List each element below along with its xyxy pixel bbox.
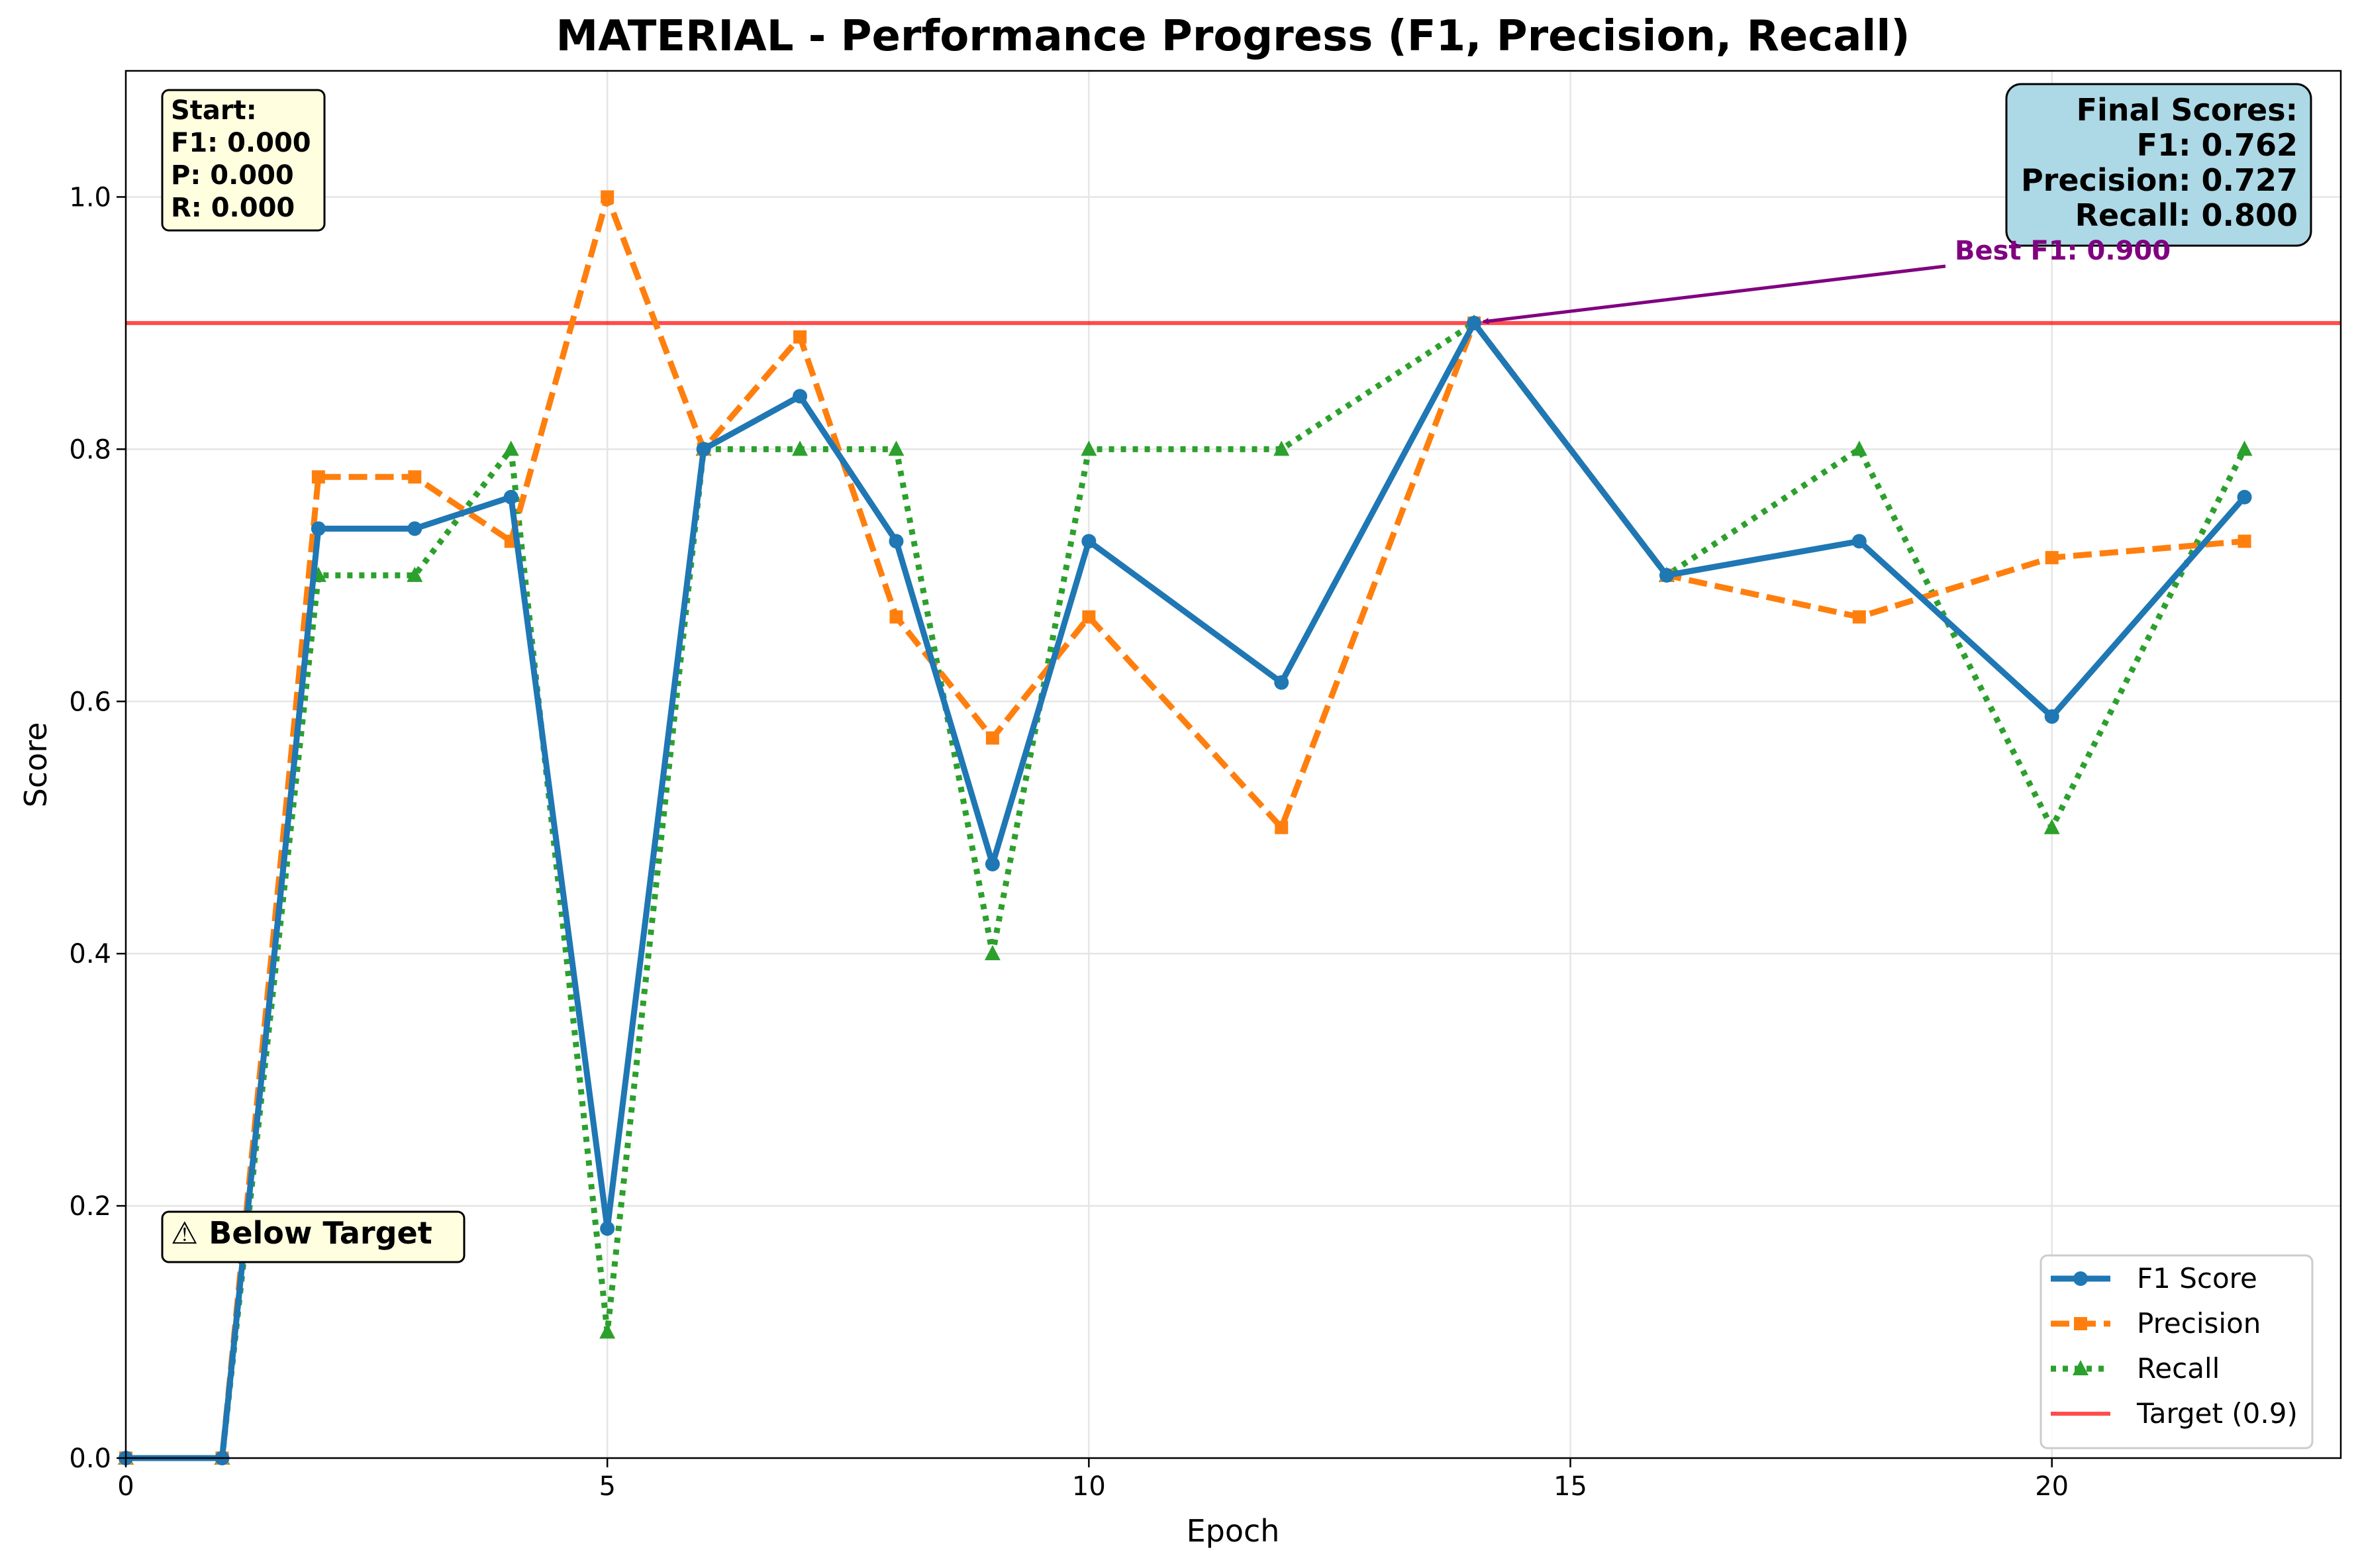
f1-score-point — [2237, 489, 2252, 505]
f1-score-point — [1851, 534, 1867, 549]
status-text: ⚠ Below Target — [171, 1215, 432, 1251]
legend-label: F1 Score — [2137, 1262, 2257, 1295]
final-box-line: Precision: 0.727 — [2021, 162, 2298, 198]
y-tick-label: 0.4 — [69, 939, 111, 969]
precision-point — [311, 470, 325, 484]
f1-score-point — [889, 534, 904, 549]
f1-score-point — [1081, 534, 1097, 549]
recall-series — [118, 314, 2253, 1465]
precision-point — [1852, 610, 1866, 624]
y-tick-label: 0.2 — [69, 1191, 111, 1222]
f1-score-point — [503, 489, 518, 505]
recall-point — [1273, 440, 1290, 456]
chart-title: MATERIAL - Performance Progress (F1, Pre… — [556, 12, 1910, 61]
start-box-line: Start: — [171, 95, 257, 126]
x-tick-label: 0 — [117, 1471, 134, 1502]
x-tick-label: 20 — [2035, 1471, 2069, 1502]
x-tick-label: 5 — [599, 1471, 615, 1502]
f1-score-point — [985, 856, 1000, 871]
x-axis-label: Epoch — [1187, 1513, 1280, 1549]
legend-background — [2040, 1254, 2314, 1449]
recall-point — [1081, 440, 1097, 456]
final-box-background — [2005, 83, 2312, 247]
precision-point — [793, 330, 807, 344]
y-axis-label: Score — [18, 722, 54, 808]
precision-point — [2237, 534, 2251, 548]
recall-point — [407, 566, 423, 582]
y-tick-label: 0.6 — [69, 687, 111, 717]
start-box-line: R: 0.000 — [171, 193, 295, 223]
precision-point — [889, 610, 903, 624]
legend-marker — [2073, 1271, 2088, 1286]
precision-point — [601, 190, 615, 204]
precision-point — [408, 470, 422, 484]
x-tick-label: 10 — [1072, 1471, 1106, 1502]
f1-score-series — [119, 315, 2252, 1465]
x-tick-label: 15 — [1553, 1471, 1587, 1502]
final-scores-box: Final Scores: F1: 0.762 Precision: 0.727… — [2005, 83, 2312, 247]
f1-score-point — [311, 521, 326, 536]
series-layer — [118, 190, 2253, 1465]
y-tick-label: 1.0 — [69, 182, 111, 213]
precision-point — [2045, 551, 2059, 565]
start-box-line: F1: 0.000 — [171, 128, 311, 158]
y-tick-label: 0.8 — [69, 434, 111, 465]
recall-point — [599, 1323, 616, 1339]
status-box: ⚠ Below Target — [161, 1210, 466, 1263]
final-box-line: F1: 0.762 — [2137, 127, 2298, 163]
best-f1-label: Best F1: 0.900 — [1955, 236, 2171, 266]
f1-score-point — [1274, 675, 1289, 690]
f1-score-line — [126, 320, 2247, 1461]
precision-point — [985, 731, 999, 745]
best-f1-annotation: Best F1: 0.900 — [1482, 236, 2171, 324]
precision-point — [1082, 610, 1096, 624]
f1-score-point — [1467, 315, 1482, 330]
recall-point — [503, 440, 519, 456]
f1-score-point — [600, 1221, 615, 1236]
y-tick-label: 0.0 — [69, 1444, 111, 1474]
start-box-line: P: 0.000 — [171, 160, 294, 191]
precision-line — [126, 193, 2245, 1461]
precision-series — [119, 190, 2251, 1465]
f1-score-point — [407, 521, 422, 536]
legend-items: F1 Score Precision Recall Target (0.9) — [2051, 1262, 2298, 1430]
recall-line — [126, 320, 2247, 1461]
f1-score-point — [1659, 567, 1674, 583]
legend-label: Recall — [2137, 1352, 2220, 1385]
best-f1-arrow — [1482, 264, 1946, 324]
final-box-line: Recall: 0.800 — [2075, 197, 2298, 233]
recall-point — [2236, 440, 2253, 456]
plot-frame — [124, 70, 2342, 1459]
precision-point — [1275, 820, 1289, 834]
f1-score-point — [2044, 709, 2059, 724]
legend-marker — [2074, 1317, 2087, 1330]
recall-point — [2043, 818, 2060, 834]
recall-point — [1851, 440, 1867, 456]
recall-point — [792, 440, 809, 456]
status-box-background — [161, 1210, 466, 1263]
recall-point — [984, 945, 1001, 961]
start-info-box: Start: F1: 0.000 P: 0.000 R: 0.000 — [161, 89, 326, 232]
recall-point — [888, 440, 905, 456]
start-box-background — [161, 89, 326, 232]
f1-score-point — [793, 389, 808, 404]
axes: 0 5 10 15 20 0.0 0.2 0.4 0.6 0.8 1.0 — [69, 182, 2069, 1502]
final-box-line: Final Scores: — [2077, 92, 2298, 128]
legend-label: Target (0.9) — [2136, 1397, 2298, 1430]
legend-marker — [2073, 1360, 2089, 1375]
f1-score-point — [696, 442, 711, 457]
legend: F1 Score Precision Recall Target (0.9) — [2040, 1254, 2314, 1449]
legend-label: Precision — [2137, 1307, 2261, 1340]
